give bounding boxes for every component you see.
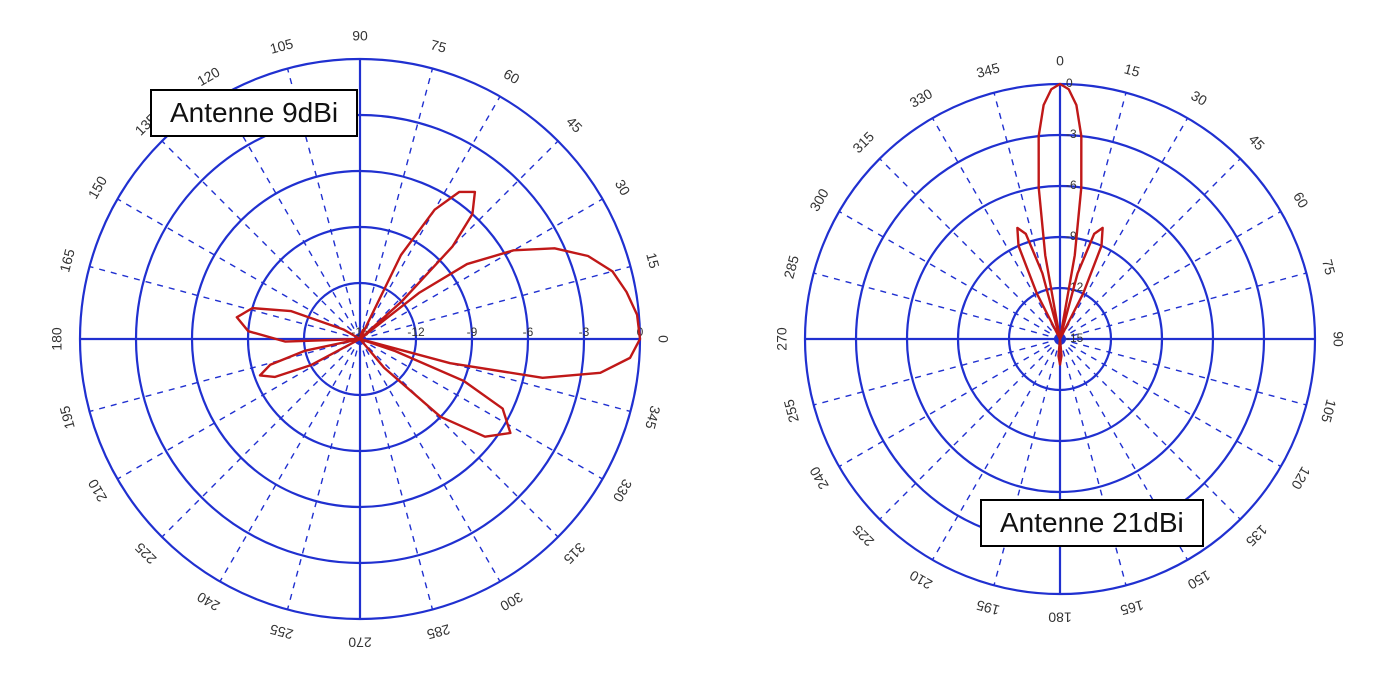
svg-text:315: 315 — [560, 539, 588, 567]
polar-chart-left: 0153045607590105120135150165180195210225… — [30, 9, 690, 669]
svg-text:-3: -3 — [1066, 127, 1077, 141]
svg-text:255: 255 — [780, 397, 802, 424]
svg-text:270: 270 — [348, 634, 372, 650]
svg-text:150: 150 — [1185, 567, 1213, 593]
svg-text:285: 285 — [780, 253, 802, 280]
svg-text:90: 90 — [352, 27, 368, 43]
polar-chart-right: 0 15 30 45 60 75 90 105 120 135 150 165 180 195 210 225… — [750, 29, 1370, 649]
svg-text:240: 240 — [194, 588, 222, 614]
svg-text:-9: -9 — [467, 325, 478, 339]
svg-text:0: 0 — [1056, 52, 1064, 68]
svg-text:225: 225 — [131, 539, 159, 567]
svg-text:75: 75 — [1319, 257, 1339, 276]
svg-text:90: 90 — [1330, 331, 1346, 347]
svg-text:330: 330 — [610, 476, 636, 504]
svg-text:-3: -3 — [579, 325, 590, 339]
svg-text:-15: -15 — [1066, 331, 1084, 345]
svg-text:225: 225 — [849, 521, 877, 549]
charts-row: 0153045607590105120135150165180195210225… — [0, 0, 1400, 677]
svg-text:120: 120 — [1288, 464, 1314, 492]
svg-text:150: 150 — [85, 173, 111, 201]
svg-text:0: 0 — [655, 335, 671, 343]
svg-text:135: 135 — [1243, 521, 1271, 549]
svg-text:-6: -6 — [1066, 178, 1077, 192]
svg-text:210: 210 — [84, 476, 110, 504]
svg-text:210: 210 — [907, 567, 935, 593]
svg-text:345: 345 — [642, 404, 664, 431]
svg-text:195: 195 — [974, 597, 1001, 619]
svg-text:330: 330 — [907, 85, 935, 111]
svg-text:345: 345 — [975, 59, 1002, 81]
svg-text:-6: -6 — [523, 325, 534, 339]
svg-text:60: 60 — [501, 65, 523, 87]
svg-text:15: 15 — [1122, 60, 1141, 80]
chart-title-left: Antenne 9dBi — [150, 89, 358, 137]
svg-text:45: 45 — [563, 113, 585, 135]
svg-text:300: 300 — [806, 185, 832, 213]
svg-text:15: 15 — [643, 250, 663, 269]
svg-text:45: 45 — [1246, 131, 1268, 153]
svg-text:255: 255 — [268, 621, 295, 643]
svg-text:30: 30 — [1188, 87, 1210, 109]
svg-text:105: 105 — [1318, 397, 1340, 424]
svg-text:120: 120 — [194, 63, 222, 89]
polar-svg-left: 0153045607590105120135150165180195210225… — [30, 9, 690, 669]
chart-title-right: Antenne 21dBi — [980, 499, 1204, 547]
svg-text:240: 240 — [806, 463, 832, 491]
svg-text:75: 75 — [429, 36, 448, 56]
polar-svg-right: 0 15 30 45 60 75 90 105 120 135 150 165 180 195 210 225… — [750, 29, 1370, 649]
svg-text:285: 285 — [425, 621, 452, 643]
svg-text:105: 105 — [268, 35, 295, 57]
svg-text:270: 270 — [774, 327, 790, 351]
svg-text:315: 315 — [849, 128, 877, 156]
svg-text:165: 165 — [56, 246, 78, 273]
svg-text:300: 300 — [497, 588, 525, 614]
svg-text:180: 180 — [49, 327, 65, 351]
svg-text:165: 165 — [1118, 597, 1145, 619]
svg-text:180: 180 — [1048, 609, 1072, 625]
svg-text:30: 30 — [612, 176, 634, 198]
svg-text:-12: -12 — [407, 325, 425, 339]
svg-text:60: 60 — [1290, 189, 1312, 211]
svg-text:195: 195 — [56, 403, 78, 430]
